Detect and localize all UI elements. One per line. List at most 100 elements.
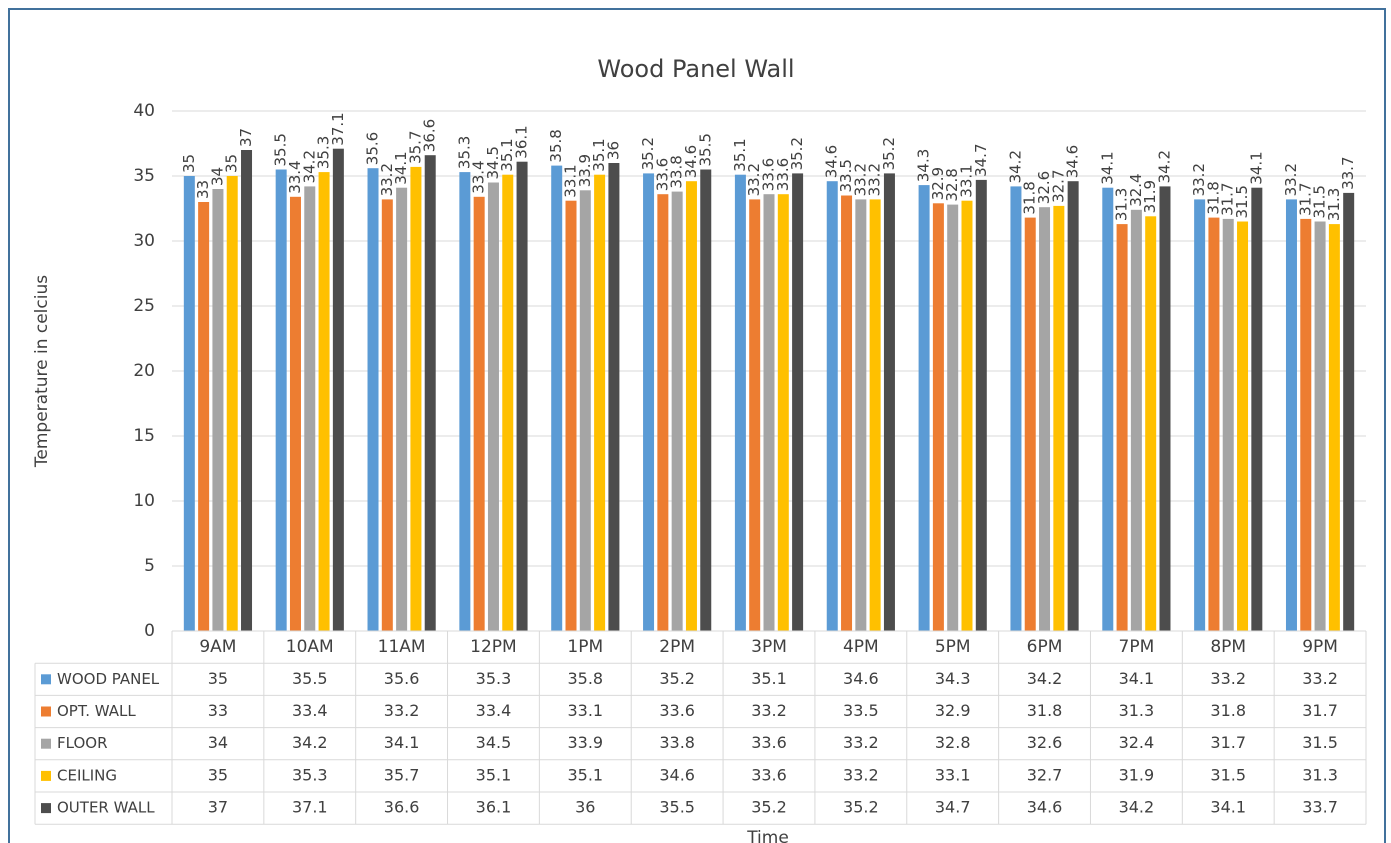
bar xyxy=(685,181,697,631)
bar xyxy=(1010,186,1022,631)
table-cell: 34.2 xyxy=(1027,669,1063,688)
y-tick-label: 5 xyxy=(144,556,155,576)
data-label: 31.8 xyxy=(1021,181,1039,214)
y-tick-label: 15 xyxy=(133,426,155,446)
table-cell: 33.6 xyxy=(659,701,695,720)
bar xyxy=(318,172,330,631)
x-tick-label: 6PM xyxy=(1027,637,1063,657)
data-label: 34.2 xyxy=(1006,150,1024,183)
bar xyxy=(1222,218,1234,631)
data-label: 31.7 xyxy=(1296,182,1314,215)
y-tick-label: 35 xyxy=(133,166,155,186)
bar xyxy=(241,150,253,631)
y-tick-label: 40 xyxy=(133,101,155,121)
bar xyxy=(1116,224,1128,631)
bar xyxy=(275,169,287,631)
data-label: 34.2 xyxy=(300,150,318,183)
y-tick-label: 20 xyxy=(133,361,155,381)
legend-key xyxy=(41,738,51,749)
data-label: 37.1 xyxy=(329,112,347,145)
table-cell: 31.5 xyxy=(1210,765,1246,784)
data-label: 33.2 xyxy=(851,163,869,196)
bar xyxy=(1314,221,1326,631)
table-cell: 33.2 xyxy=(843,733,879,752)
bar xyxy=(1237,221,1249,631)
table-cell: 34.3 xyxy=(935,669,971,688)
y-tick-label: 0 xyxy=(144,621,155,641)
bar xyxy=(749,199,761,631)
data-label: 33.8 xyxy=(668,155,686,188)
bar xyxy=(961,200,973,631)
bar xyxy=(1102,187,1114,631)
table-cell: 35.7 xyxy=(384,765,420,784)
bar xyxy=(226,176,238,631)
bar xyxy=(855,199,867,631)
data-label: 35.3 xyxy=(315,136,333,169)
table-cell: 32.7 xyxy=(1027,765,1063,784)
bar xyxy=(381,199,393,631)
table-cell: 34.6 xyxy=(843,669,879,688)
data-label: 37 xyxy=(237,128,255,147)
data-label: 31.7 xyxy=(1219,182,1237,215)
table-cell: 33.2 xyxy=(1210,669,1246,688)
data-label: 33.4 xyxy=(470,160,488,193)
data-label: 34.6 xyxy=(823,145,841,178)
data-label: 32.6 xyxy=(1035,171,1053,204)
data-label: 33.1 xyxy=(562,164,580,197)
data-label: 34.5 xyxy=(484,146,502,179)
bar xyxy=(579,190,591,632)
table-cell: 33.5 xyxy=(843,701,879,720)
x-tick-label: 3PM xyxy=(751,637,787,657)
bar xyxy=(1067,181,1079,631)
table-cell: 33.2 xyxy=(384,701,420,720)
bar xyxy=(975,179,987,631)
x-tick-label: 1PM xyxy=(567,637,603,657)
bar xyxy=(841,195,853,631)
table-cell: 34 xyxy=(208,733,228,752)
table-cell: 33.1 xyxy=(567,701,603,720)
x-tick-label: 8PM xyxy=(1210,637,1246,657)
bar xyxy=(367,168,379,631)
bar xyxy=(410,166,422,631)
table-cell: 35.1 xyxy=(751,669,787,688)
table-cell: 31.9 xyxy=(1119,765,1155,784)
bar xyxy=(883,173,895,631)
bar xyxy=(198,202,210,631)
data-label: 34.6 xyxy=(1064,145,1082,178)
table-cell: 33.1 xyxy=(935,765,971,784)
bar xyxy=(396,187,408,631)
table-cell: 31.7 xyxy=(1210,733,1246,752)
bar xyxy=(289,196,301,632)
bar xyxy=(212,189,224,631)
table-cell: 31.8 xyxy=(1210,701,1246,720)
data-label: 35.1 xyxy=(731,138,749,171)
table-cell: 34.1 xyxy=(384,733,420,752)
x-tick-label: 2PM xyxy=(659,637,695,657)
legend-key xyxy=(41,706,51,717)
y-tick-label: 30 xyxy=(133,231,155,251)
bar xyxy=(1159,186,1171,631)
data-label: 31.3 xyxy=(1325,188,1343,221)
table-cell: 35.1 xyxy=(567,765,603,784)
bar xyxy=(1194,199,1206,631)
data-label: 34.3 xyxy=(915,149,933,182)
bar xyxy=(1300,218,1312,631)
data-label: 35.1 xyxy=(590,138,608,171)
bar xyxy=(1024,217,1036,631)
bar xyxy=(643,173,655,631)
data-label: 35.2 xyxy=(639,137,657,170)
bar xyxy=(671,191,683,631)
table-cell: 33.2 xyxy=(751,701,787,720)
bar xyxy=(1343,192,1355,631)
data-label: 31.9 xyxy=(1141,180,1159,213)
table-cell: 35 xyxy=(208,669,228,688)
table-cell: 31.5 xyxy=(1302,733,1338,752)
bar xyxy=(947,204,959,631)
bar xyxy=(1145,216,1157,632)
legend-label: CEILING xyxy=(57,766,117,784)
table-cell: 31.3 xyxy=(1119,701,1155,720)
bar xyxy=(487,182,499,631)
table-cell: 33.2 xyxy=(843,765,879,784)
data-label: 35.2 xyxy=(880,137,898,170)
bar xyxy=(657,194,669,631)
